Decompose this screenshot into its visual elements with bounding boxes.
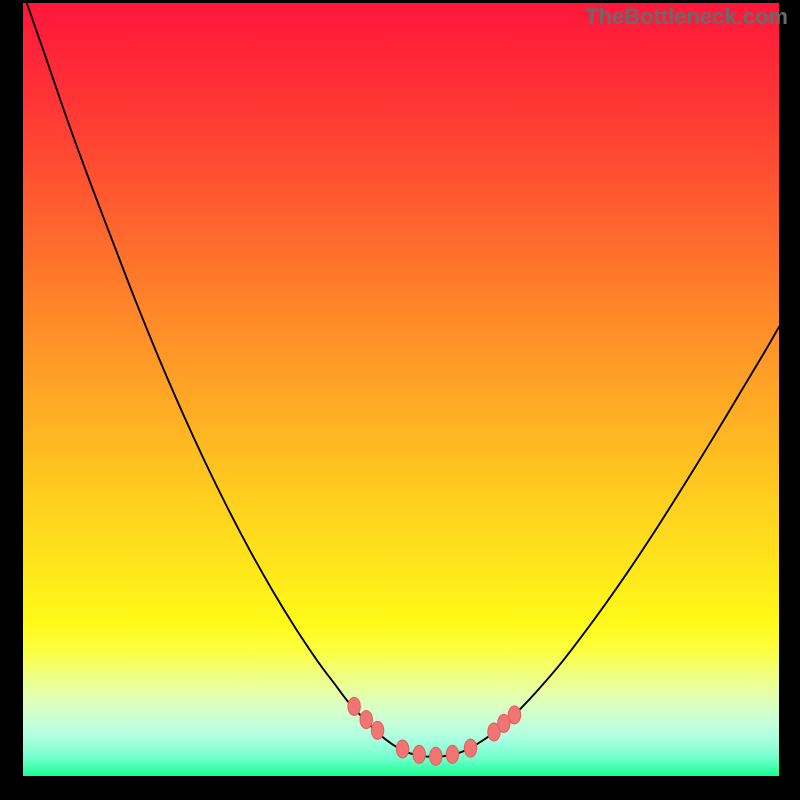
marker xyxy=(348,697,360,715)
marker xyxy=(396,740,408,758)
marker xyxy=(446,745,458,763)
chart-background-gradient xyxy=(23,3,779,776)
watermark-text: TheBottleneck.com xyxy=(585,4,788,30)
marker xyxy=(371,721,383,739)
marker xyxy=(464,739,476,757)
chart-stage: TheBottleneck.com xyxy=(0,0,800,800)
marker xyxy=(360,711,372,729)
marker xyxy=(508,706,520,724)
bottleneck-curve-chart xyxy=(23,3,779,776)
marker xyxy=(430,747,442,765)
marker xyxy=(413,745,425,763)
